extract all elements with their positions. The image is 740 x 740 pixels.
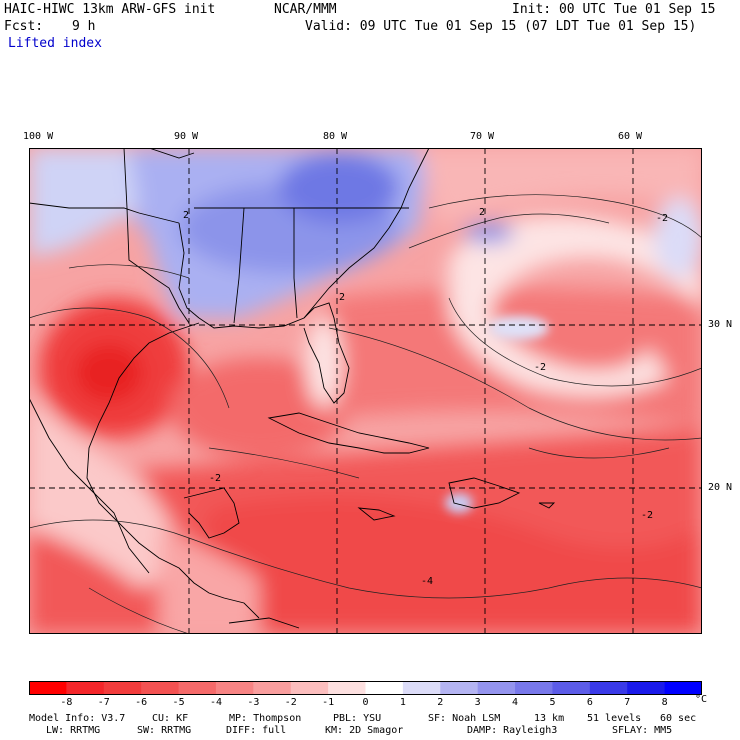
colorbar-tick-label: -4 — [209, 697, 222, 708]
colorbar-tick-label: -3 — [247, 697, 260, 708]
colorbar-swatch — [627, 681, 666, 695]
colorbar-tick-label: -7 — [97, 697, 110, 708]
colorbar-swatch — [141, 681, 180, 695]
colorbar-swatch — [328, 681, 366, 695]
contour-label: -2 — [534, 362, 546, 373]
model-info-version: Model Info: V3.7 — [29, 713, 126, 724]
model-info-cu: CU: KF — [152, 713, 189, 724]
model-info-mp: MP: Thompson — [229, 713, 302, 724]
valid-time: Valid: 09 UTC Tue 01 Sep 15 (07 LDT Tue … — [305, 19, 697, 34]
colorbar-tick-label: 2 — [437, 697, 444, 708]
lon-label-100w: 100 W — [23, 131, 54, 142]
lat-label-30n: 30 N — [708, 319, 733, 330]
colorbar-swatch — [66, 681, 105, 695]
colorbar-swatch — [589, 681, 628, 695]
model-info-sf: SF: Noah LSM — [428, 713, 501, 724]
organization: NCAR/MMM — [274, 2, 337, 17]
colorbar-tick-label: 7 — [624, 697, 631, 708]
lon-label-60w: 60 W — [618, 131, 643, 142]
colorbar-tick-label: 5 — [549, 697, 556, 708]
lon-label-80w: 80 W — [323, 131, 348, 142]
colorbar-swatch — [402, 681, 441, 695]
model-info-levels: 51 levels — [587, 713, 642, 724]
colorbar-border — [29, 681, 702, 695]
colorbar-tick-label: -8 — [60, 697, 73, 708]
colorbar-swatch — [664, 681, 702, 695]
lat-lon-grid — [29, 148, 702, 634]
contour-label: 2 — [479, 207, 485, 218]
forecast-hours: 9 h — [72, 19, 96, 34]
coastlines — [29, 148, 556, 629]
forecast-label: Fcst: — [4, 19, 44, 34]
colorbar-tick-label: 0 — [362, 697, 369, 708]
model-info-timestep: 60 sec — [660, 713, 697, 724]
lon-label-90w: 90 W — [174, 131, 199, 142]
model-info-damp: DAMP: Rayleigh3 — [467, 725, 558, 736]
colorbar-tick-label: -2 — [284, 697, 297, 708]
contour-label: -2 — [209, 473, 221, 484]
colorbar-tick-label: -1 — [322, 697, 335, 708]
colorbar-swatch — [178, 681, 217, 695]
model-info-km: KM: 2D Smagor — [325, 725, 404, 736]
colorbar-swatch — [552, 681, 591, 695]
colorbar-swatch — [215, 681, 254, 695]
map-border — [29, 148, 702, 634]
colorbar-swatch — [103, 681, 142, 695]
colorbar-unit: °C — [695, 694, 708, 705]
colorbar-swatch — [440, 681, 479, 695]
colorbar-swatch — [477, 681, 516, 695]
colorbar-swatch — [515, 681, 553, 695]
model-info-lw: LW: RRTMG — [46, 725, 101, 736]
lifted-index-map: 2 2 2 -2 -2 -2 -4 -2 — [29, 148, 702, 634]
model-info-diff: DIFF: full — [226, 725, 287, 736]
colorbar-swatch — [29, 681, 67, 695]
colorbar-swatch — [290, 681, 329, 695]
contour-label: -2 — [656, 213, 668, 224]
contour-label: 2 — [339, 292, 345, 303]
model-info-sflay: SFLAY: MM5 — [612, 725, 673, 736]
model-info-sw: SW: RRTMG — [137, 725, 192, 736]
lifted-index-field — [29, 148, 702, 634]
colorbar-swatch — [365, 681, 404, 695]
colorbar-tick-label: -5 — [172, 697, 185, 708]
colorbar — [29, 681, 702, 695]
colorbar-tick-label: 1 — [399, 697, 406, 708]
colorbar-tick-label: 3 — [474, 697, 481, 708]
lat-label-20n: 20 N — [708, 482, 733, 493]
init-time: Init: 00 UTC Tue 01 Sep 15 — [512, 2, 716, 17]
colorbar-tick-label: -6 — [135, 697, 148, 708]
variable-name: Lifted index — [8, 36, 102, 51]
model-info-pbl: PBL: YSU — [333, 713, 382, 724]
colorbar-tick-label: 4 — [512, 697, 519, 708]
model-info-resolution: 13 km — [534, 713, 565, 724]
model-title: HAIC-HIWC 13km ARW-GFS init — [4, 2, 216, 17]
colorbar-tick-label: 8 — [661, 697, 668, 708]
lon-label-70w: 70 W — [470, 131, 495, 142]
colorbar-tick-label: 6 — [586, 697, 593, 708]
contour-label: -4 — [421, 576, 433, 587]
contours — [29, 194, 702, 634]
colorbar-swatch — [253, 681, 292, 695]
contour-label: -2 — [641, 510, 653, 521]
contour-label: 2 — [183, 210, 189, 221]
